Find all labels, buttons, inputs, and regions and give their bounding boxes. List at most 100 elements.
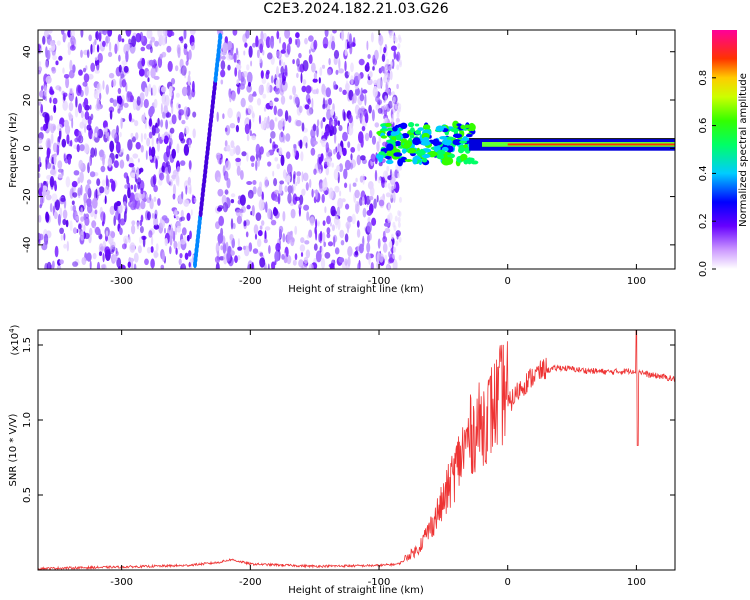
spectrogram-cell <box>145 150 148 161</box>
spectrogram-cell <box>132 98 137 111</box>
spectrogram-cell <box>396 112 400 119</box>
spectrogram-cell <box>235 124 239 133</box>
spectrogram-cell <box>342 131 348 141</box>
spectrogram-cell <box>99 92 102 101</box>
spectrogram-signal <box>394 140 402 147</box>
spectrogram-cell <box>179 253 183 259</box>
spectrogram-cell <box>118 213 121 224</box>
spectrogram-cell <box>180 263 187 269</box>
spectrogram-cell <box>345 80 349 92</box>
spectrogram-cell <box>238 195 242 200</box>
spectrogram-cell <box>166 173 170 184</box>
spectrogram-cell <box>286 255 292 265</box>
spectrogram-cell <box>96 261 101 269</box>
spectrogram-cell <box>102 80 105 90</box>
spectrogram-signal <box>460 124 466 130</box>
spectrogram-cell <box>358 58 365 66</box>
spectrogram-cell <box>366 40 369 51</box>
spectrogram-cell <box>108 51 113 58</box>
spectrogram-cell <box>75 96 78 109</box>
spectrogram-cell <box>305 85 312 94</box>
spectrogram-cell <box>189 230 192 240</box>
spectrogram-cell <box>45 46 48 58</box>
spectrogram-cell <box>326 232 331 239</box>
spectrogram-ytick-label: -20 <box>22 188 33 204</box>
spectrogram-cell <box>178 104 181 109</box>
spectrogram-cell <box>398 59 402 66</box>
spectrogram-cell <box>59 227 64 234</box>
spectrogram-cell <box>229 234 234 241</box>
spectrogram-cell <box>296 175 301 185</box>
spectrogram-cell <box>341 198 346 203</box>
spectrogram-cell <box>359 175 364 183</box>
spectrogram-cell <box>176 44 181 55</box>
spectrogram-cell <box>65 124 71 135</box>
spectrogram-cell <box>88 34 92 42</box>
spectrogram-cell <box>377 107 383 114</box>
spectrogram-cell <box>89 260 92 269</box>
spectrogram-cell <box>91 132 95 141</box>
spectrogram-cell <box>385 171 389 178</box>
spectrogram-cell <box>280 131 284 138</box>
spectrogram-cell <box>388 100 393 109</box>
spectrogram-cell <box>340 240 345 246</box>
spectrogram-cell <box>308 49 311 54</box>
spectrogram-cell <box>188 49 192 60</box>
spectrogram-cell <box>246 152 249 162</box>
spectrogram-signal <box>386 139 396 143</box>
spectrogram-cell <box>98 251 103 256</box>
spectrogram-cell <box>369 186 375 197</box>
spectrogram-cell <box>50 133 54 144</box>
spectrogram-cell <box>368 196 374 201</box>
spectrogram-cell <box>347 71 350 76</box>
spectrogram-cell <box>130 172 136 178</box>
spectrogram-cell <box>393 50 397 60</box>
spectrogram-cell <box>133 263 137 269</box>
spectrogram-cell <box>251 135 257 141</box>
spectrogram-cell <box>299 139 303 149</box>
spectrogram-cell <box>280 95 286 105</box>
spectrogram-cell <box>72 64 76 74</box>
spectrogram-cell <box>396 64 400 71</box>
spectrogram-cell <box>247 264 252 269</box>
spectrogram-cell <box>129 242 136 253</box>
spectrogram-cell <box>240 97 246 108</box>
spectrogram-cell <box>177 241 181 250</box>
spectrogram-cell <box>128 112 132 122</box>
spectrogram-cell <box>350 75 354 86</box>
spectrogram-ylabel: Frequency (Hz) <box>8 112 19 188</box>
spectrogram-cell <box>181 227 187 236</box>
spectrogram-cell <box>153 98 158 109</box>
spectrogram-cell <box>139 92 145 102</box>
spectrogram-cell <box>331 209 337 217</box>
spectrogram-cell <box>376 78 383 89</box>
spectrogram-cell <box>303 204 310 211</box>
spectrogram-cell <box>286 43 291 55</box>
spectrogram-cell <box>48 30 53 34</box>
spectrogram-cell <box>76 144 81 153</box>
spectrogram-cell <box>121 60 128 66</box>
spectrogram-cell <box>388 257 395 264</box>
spectrogram-cell <box>275 78 280 89</box>
spectrogram-cell <box>348 114 353 124</box>
spectrogram-cell <box>137 245 142 254</box>
spectrogram-signal <box>399 122 408 129</box>
spectrogram-cell <box>125 50 129 63</box>
spectrogram-cell <box>328 117 334 130</box>
spectrogram-cell <box>270 211 273 221</box>
spectrogram-cell <box>315 250 322 263</box>
spectrogram-cell <box>109 205 115 215</box>
spectrogram-cell <box>150 36 156 43</box>
spectrogram-cell <box>130 132 134 138</box>
spectrogram-cell <box>57 160 63 169</box>
spectrogram-cell <box>67 41 71 50</box>
spectrogram-cell <box>333 49 340 59</box>
spectrogram-cell <box>261 220 265 226</box>
spectrogram-cell <box>298 203 302 210</box>
spectrogram-cell <box>164 167 169 175</box>
spectrogram-signal <box>409 134 415 139</box>
spectrogram-cell <box>108 106 115 113</box>
spectrogram-cell <box>292 59 295 65</box>
spectrogram-cell <box>325 166 330 176</box>
spectrogram-cell <box>332 125 337 135</box>
